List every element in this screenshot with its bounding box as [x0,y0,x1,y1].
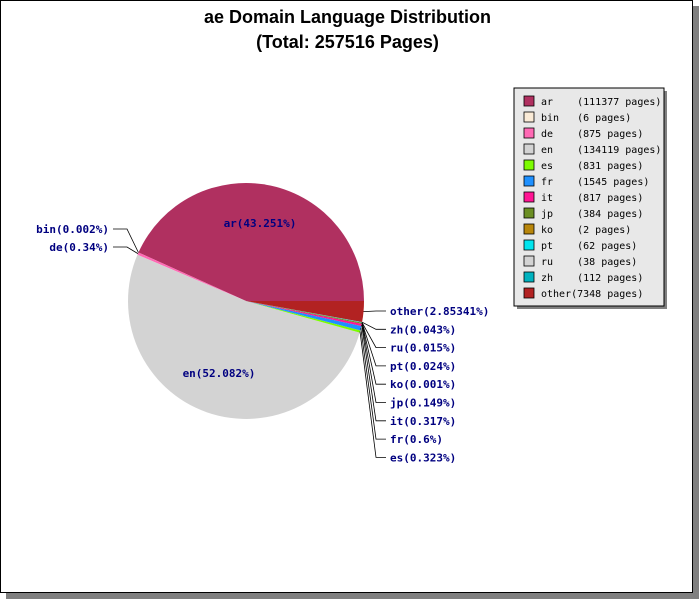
slice-label-en: en(52.082%) [183,367,256,380]
legend-entry-jp: jp (384 pages) [541,209,643,220]
legend-entry-es: es (831 pages) [541,161,643,172]
legend-entry-other: other(7348 pages) [541,289,643,300]
pie-slice-de [137,252,246,301]
pie-slice-other [246,301,364,323]
chart-subtitle: (Total: 257516 Pages) [256,32,439,52]
slice-label-zh: zh(0.043%) [390,323,456,336]
legend-entry-zh: zh (112 pages) [541,273,643,284]
leader-line-es [359,331,386,458]
pie-slice-ko [246,301,362,323]
legend-swatch-de [523,127,535,139]
pie-slice-zh [246,301,363,323]
slice-label-pt: pt(0.024%) [390,360,456,373]
legend-entry-ru: ru (38 pages) [541,257,637,268]
legend-swatch-en [523,143,535,155]
legend-swatch-ru [523,255,535,267]
leader-line-bin [113,228,139,253]
pie-slice-ru [246,301,363,323]
leader-line-zh [361,321,386,330]
chart-title: ae Domain Language Distribution [203,7,492,27]
pie-slice-jp [246,301,362,324]
pie-slice-es [246,301,361,333]
slice-label-jp: jp(0.149%) [390,397,456,410]
chart-frame: ae Domain Language Distribution (Total: … [0,0,693,593]
slice-label-ar: ar(43.251%) [224,217,297,230]
pie-slice-en [128,254,360,419]
legend-swatch-zh [523,271,535,283]
legend-entry-pt: pt (62 pages) [541,241,637,252]
slice-label-fr: fr(0.6%) [390,433,443,446]
leader-line-ru [361,322,386,349]
pie-slice-fr [246,301,362,331]
legend-entry-ar: ar (111377 pages) [541,97,661,108]
chart-title-block: ae Domain Language Distribution (Total: … [1,5,694,55]
leader-line-de [113,246,139,254]
slice-label-de: de(0.34%) [49,241,109,254]
leader-line-ko [361,322,386,385]
legend-swatch-es [523,159,535,171]
slice-label-ru: ru(0.015%) [390,342,456,355]
pie-slice-it [246,301,362,327]
legend-swatch-it [523,191,535,203]
pie-slice-bin [138,252,246,301]
legend-swatch-fr [523,175,535,187]
slice-label-ko: ko(0.001%) [390,378,456,391]
leader-line-other [363,310,386,312]
leader-line-jp [361,323,386,403]
legend-swatch-jp [523,207,535,219]
legend-swatch-other [523,287,535,299]
slice-label-it: it(0.317%) [390,415,456,428]
leader-line-pt [361,322,386,367]
pie-chart: ar(43.251%) bin(0.002%) de(0.34%) en(52.082… [36,87,667,464]
legend-entry-fr: fr (1545 pages) [541,177,649,188]
legend-box [513,87,665,307]
legend-entry-en: en (134119 pages) [541,145,661,156]
leader-line-fr [360,328,386,440]
legend-swatch-ar [523,95,535,107]
legend-swatch-bin [523,111,535,123]
legend-entry-ko: ko (2 pages) [541,225,631,236]
legend-swatch-ko [523,223,535,235]
legend-entry-it: it (817 pages) [541,193,643,204]
leader-line-it [361,324,386,422]
slice-label-es: es(0.323%) [390,451,456,464]
legend-entry-de: de (875 pages) [541,129,643,140]
pie-slice-pt [246,301,363,323]
legend-swatch-pt [523,239,535,251]
pie-slice-ar [138,182,364,301]
slice-label-other: other(2.85341%) [390,305,489,318]
legend-entry-bin: bin (6 pages) [541,113,631,124]
slice-label-bin: bin(0.002%) [36,223,109,236]
